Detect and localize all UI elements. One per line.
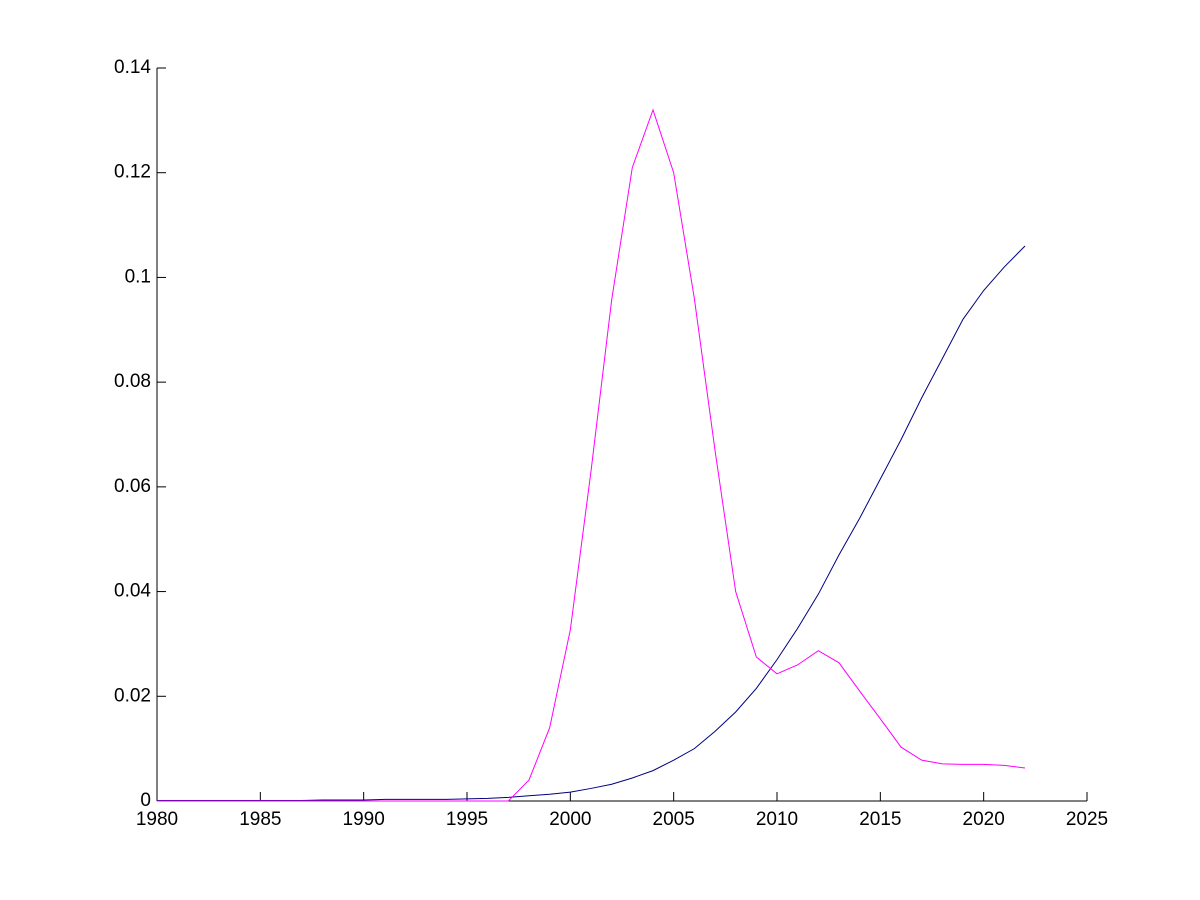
x-tick-label: 1985	[239, 809, 281, 830]
x-tick-label: 2015	[859, 809, 901, 830]
y-tick-label: 0.12	[114, 162, 151, 183]
x-tick-label: 1990	[343, 809, 385, 830]
series-line	[157, 245, 1026, 801]
x-tick-label: 1995	[446, 809, 488, 830]
y-tick-label: 0.02	[114, 685, 151, 706]
x-tick-label: 2005	[653, 809, 695, 830]
series-line	[157, 108, 1026, 802]
x-tick-label: 2000	[549, 809, 591, 830]
y-tick-label: 0.14	[114, 57, 151, 78]
y-tick-label: 0.06	[114, 476, 151, 497]
x-tick-label: 2010	[756, 809, 798, 830]
y-tick-label: 0	[140, 790, 151, 811]
x-tick-label: 2020	[963, 809, 1005, 830]
y-tick-label: 0.1	[125, 266, 151, 287]
y-tick-label: 0.04	[114, 581, 151, 602]
y-tick-label: 0.08	[114, 371, 151, 392]
x-tick-label: 2025	[1066, 809, 1108, 830]
x-tick-label: 1980	[136, 809, 178, 830]
